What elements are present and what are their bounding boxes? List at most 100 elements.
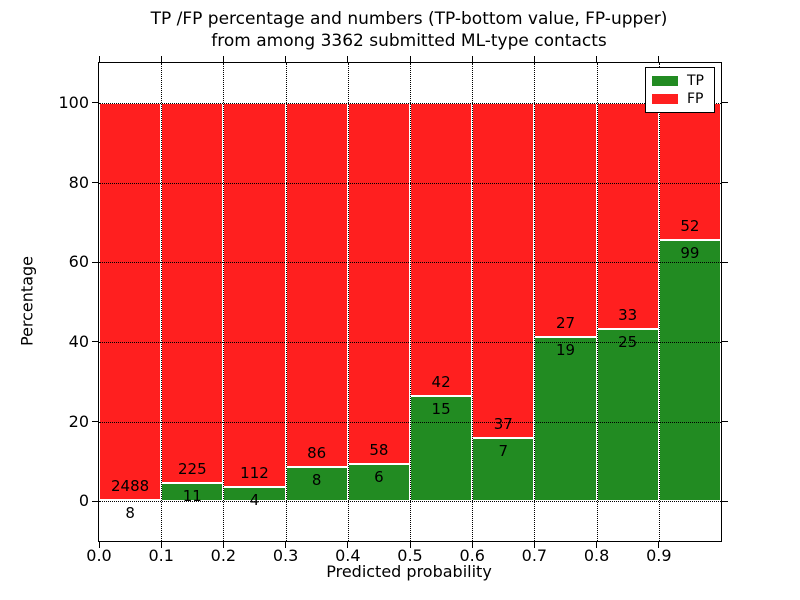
x-tick-top <box>98 56 100 62</box>
x-tick <box>160 542 162 548</box>
bar-tp-count-label: 7 <box>498 441 509 460</box>
bar-tp-count-label: 99 <box>680 244 700 262</box>
bar-fp-count-label: 2488 <box>111 476 150 495</box>
bar-tp-count-label: 8 <box>125 503 135 522</box>
bar-fp-segment <box>410 102 473 397</box>
x-tick-label: 0.8 <box>583 546 610 565</box>
y-tick-label: 60 <box>68 252 89 272</box>
y-tick-label: 80 <box>68 172 89 192</box>
x-tick <box>471 542 473 548</box>
bar-tp-segment <box>410 396 473 502</box>
y-tick-right <box>722 500 728 502</box>
bar-fp-segment <box>472 102 535 438</box>
gridline-v <box>658 63 660 541</box>
bar-fp-segment <box>534 102 597 337</box>
bar-tp-segment <box>285 467 348 502</box>
bar-fp-count-label: 33 <box>618 306 638 325</box>
plot-area: 2488 8 225 11 112 4 86 8 58 6 42 15 37 7 27 19 33 25 52 99 0… <box>58 56 728 565</box>
legend-label-tp: TP <box>687 73 704 89</box>
bar-tp-segment <box>534 336 597 502</box>
gridline-v <box>285 63 287 541</box>
x-tick-label: 0.6 <box>459 546 485 565</box>
x-tick-top <box>347 56 349 62</box>
x-axis-label: Predicted probability <box>326 562 492 581</box>
x-tick-label: 0.5 <box>397 546 423 565</box>
bar-fp-segment <box>223 102 286 488</box>
gridline-v <box>472 63 474 541</box>
y-tick-right <box>722 261 728 263</box>
y-axis-label: Percentage <box>17 255 37 347</box>
x-tick-label: 0.7 <box>521 546 548 565</box>
bar-tp-count-label: 19 <box>555 340 576 359</box>
y-tick-label: 100 <box>58 92 89 112</box>
y-tick <box>92 500 98 502</box>
y-tick <box>92 261 98 263</box>
chart-title: TP /FP percentage and numbers (TP-bottom… <box>98 8 720 52</box>
bar-fp-segment <box>99 102 162 500</box>
bar-fp-count-label: 58 <box>369 440 389 459</box>
bar-fp-count-label: 27 <box>555 313 576 332</box>
y-tick <box>92 341 98 343</box>
bar-fp-segment <box>285 102 348 468</box>
legend-swatch-tp <box>652 76 678 86</box>
bar-tp-count-label: 8 <box>311 471 322 490</box>
bar-fp-count-label: 86 <box>307 444 327 463</box>
x-tick-top <box>160 56 162 62</box>
bar-fp-count-label: 112 <box>240 464 269 483</box>
y-tick <box>92 421 98 422</box>
bar-tp-segment <box>658 240 721 502</box>
bar-tp-count-label: 6 <box>374 467 384 486</box>
y-tick <box>92 102 98 104</box>
bar-tp-count-label: 15 <box>431 400 451 419</box>
x-tick <box>347 542 349 548</box>
gridline-v <box>161 63 163 541</box>
y-tick-right <box>722 421 728 422</box>
x-tick <box>222 542 224 548</box>
gridline-v <box>410 63 411 541</box>
gridline-v <box>534 63 536 541</box>
bar-fp-count-label: 52 <box>680 217 700 235</box>
x-tick <box>98 542 100 548</box>
x-tick <box>409 542 411 548</box>
x-tick-top <box>222 56 224 62</box>
bar-fp-segment <box>161 102 224 483</box>
bar-fp-count-label: 42 <box>431 373 451 392</box>
x-tick-top <box>471 56 473 62</box>
legend-item-fp: FP <box>652 90 708 108</box>
y-tick-right <box>722 102 728 104</box>
x-tick-label: 0.1 <box>148 546 174 565</box>
x-tick-label: 0.4 <box>335 546 361 565</box>
bar-tp-segment <box>596 329 659 502</box>
y-tick-right <box>722 182 728 183</box>
legend-item-tp: TP <box>652 72 708 90</box>
bar-fp-segment <box>658 102 721 240</box>
y-tick-label: 0 <box>78 491 89 511</box>
bar-tp-count-label: 11 <box>182 486 202 505</box>
legend-label-fp: FP <box>687 91 704 107</box>
legend: TP FP <box>645 67 715 113</box>
x-tick <box>533 542 535 548</box>
y-tick-label: 20 <box>68 411 89 431</box>
x-tick <box>596 542 598 548</box>
y-tick <box>92 182 98 183</box>
gridline-v <box>223 63 225 541</box>
y-tick-right <box>722 341 728 343</box>
x-tick <box>285 542 287 548</box>
gridline-v <box>347 63 349 541</box>
x-tick-label: 0.9 <box>646 546 672 565</box>
bar-fp-count-label: 37 <box>493 414 513 433</box>
x-tick-label: 0.0 <box>86 546 112 565</box>
bar-fp-count-label: 225 <box>177 459 207 478</box>
chart-title-line1: TP /FP percentage and numbers (TP-bottom… <box>150 9 668 29</box>
bar-tp-count-label: 4 <box>249 491 260 510</box>
x-tick <box>658 542 660 548</box>
bar-fp-segment <box>347 102 410 464</box>
legend-swatch-fp <box>652 94 678 104</box>
bar-tp-count-label: 25 <box>618 333 638 352</box>
x-tick-top <box>658 56 660 62</box>
bar-tp-segment <box>347 463 410 502</box>
x-tick-label: 0.3 <box>272 546 299 565</box>
bar-fp-segment <box>596 102 659 330</box>
x-tick-top <box>285 56 287 62</box>
